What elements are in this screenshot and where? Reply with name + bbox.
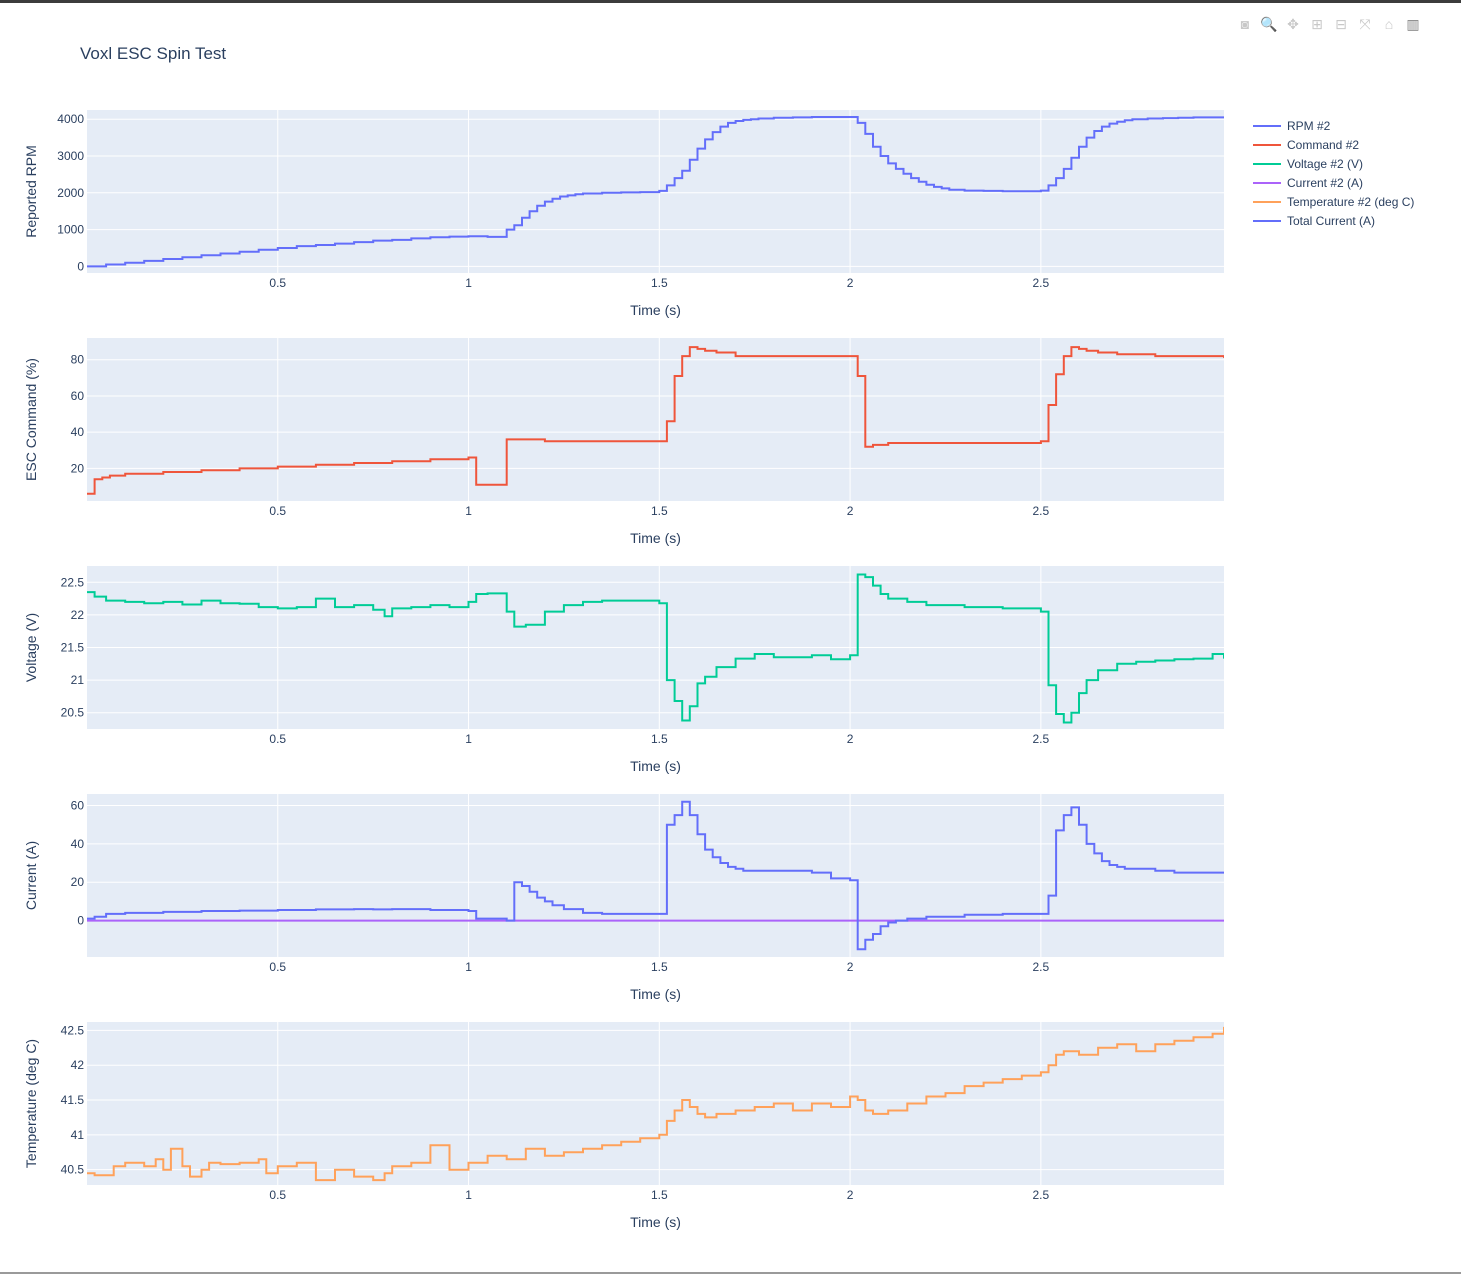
y-axis-title: Temperature (deg C): [23, 1039, 39, 1168]
y-tick-label: 1000: [57, 223, 84, 237]
autoscale-icon[interactable]: ⤧: [1359, 15, 1371, 32]
x-axis-title: Time (s): [630, 530, 681, 546]
x-tick-label: 0.5: [269, 732, 286, 746]
x-tick-label: 0.5: [269, 276, 286, 290]
plot-area: [87, 338, 1224, 501]
x-tick-label: 2.5: [1033, 504, 1050, 518]
y-tick-label: 21: [71, 673, 85, 687]
x-tick-label: 2.5: [1033, 1188, 1050, 1202]
legend: RPM #2 Command #2 Voltage #2 (V) Current #2…: [1253, 119, 1414, 228]
figure-title: Voxl ESC Spin Test: [80, 44, 227, 63]
series-line-command-2: [87, 346, 1224, 495]
y-tick-label: 4000: [57, 112, 84, 126]
window-bottom-border: [0, 1272, 1461, 1274]
y-tick-label: 0: [77, 259, 84, 273]
y-tick-label: 20: [71, 875, 85, 889]
y-tick-label: 0: [77, 914, 84, 928]
subplot-1: 0.5 1 1.5 2 2.5 0 1000 2000 3000 4000 Time (s) Repo…: [23, 110, 1224, 318]
x-tick-label: 0.5: [269, 504, 286, 518]
x-tick-label: 0.5: [269, 1188, 286, 1202]
legend-item-label: Voltage #2 (V): [1287, 157, 1363, 171]
x-tick-label: 2: [847, 1188, 854, 1202]
y-tick-label: 60: [71, 799, 85, 813]
x-tick-label: 2.5: [1033, 276, 1050, 290]
y-tick-label: 20: [71, 461, 85, 475]
legend-item-label: Total Current (A): [1287, 214, 1375, 228]
x-tick-label: 1.5: [651, 1188, 668, 1202]
x-tick-label: 1.5: [651, 504, 668, 518]
x-axis-title: Time (s): [630, 302, 681, 318]
x-tick-label: 2: [847, 276, 854, 290]
series-line-total-current-a: [87, 800, 1224, 951]
x-tick-label: 1.5: [651, 276, 668, 290]
x-tick-label: 2.5: [1033, 732, 1050, 746]
x-tick-label: 2.5: [1033, 960, 1050, 974]
zoom-out-icon[interactable]: ⊟: [1335, 15, 1347, 32]
y-axis-title: Voltage (V): [23, 613, 39, 682]
y-tick-label: 41.5: [61, 1093, 85, 1107]
y-axis-title: ESC Command (%): [23, 358, 39, 481]
plot-modebar: ◙ 🔍 ✥ ⊞ ⊟ ⤧ ⌂ ▥: [1236, 14, 1422, 34]
x-tick-label: 2: [847, 732, 854, 746]
x-tick-label: 2: [847, 504, 854, 518]
x-tick-label: 1.5: [651, 960, 668, 974]
series-line-rpm-2: [87, 116, 1224, 268]
y-tick-label: 22: [71, 608, 85, 622]
x-axis-title: Time (s): [630, 986, 681, 1002]
x-axis-title: Time (s): [630, 1214, 681, 1230]
subplot-2: 0.5 1 1.5 2 2.5 20 40 60 80 Time (s) ESC Command (…: [23, 338, 1224, 546]
series-line-voltage-2-v: [87, 573, 1224, 724]
zoom-icon[interactable]: 🔍: [1260, 15, 1278, 32]
x-tick-label: 1: [465, 1188, 472, 1202]
y-tick-label: 41: [71, 1128, 85, 1142]
subplot-5: 0.5 1 1.5 2 2.5 40.5 41 41.5 42 42.5 Time (s) Tempe…: [23, 1022, 1224, 1230]
window-top-border: [0, 0, 1461, 3]
home-icon[interactable]: ⌂: [1384, 16, 1394, 32]
y-tick-label: 2000: [57, 186, 84, 200]
x-tick-label: 1: [465, 276, 472, 290]
camera-icon[interactable]: ◙: [1240, 16, 1250, 32]
y-tick-label: 20.5: [61, 706, 85, 720]
x-tick-label: 1: [465, 504, 472, 518]
y-axis-title: Current (A): [23, 841, 39, 910]
series-line-temperature-2-deg-c: [87, 1026, 1224, 1182]
legend-item-label: RPM #2: [1287, 119, 1331, 133]
y-tick-label: 40: [71, 425, 85, 439]
y-axis-title: Reported RPM: [23, 145, 39, 238]
plot-area: [87, 794, 1224, 957]
plotly-logo-icon[interactable]: ▥: [1406, 15, 1420, 32]
y-tick-label: 40.5: [61, 1163, 85, 1177]
legend-item-label: Command #2: [1287, 138, 1359, 152]
x-axis-title: Time (s): [630, 758, 681, 774]
y-tick-label: 22.5: [61, 575, 85, 589]
x-tick-label: 1.5: [651, 732, 668, 746]
y-tick-label: 60: [71, 389, 85, 403]
plot-area: [87, 1022, 1224, 1185]
y-tick-label: 42: [71, 1058, 85, 1072]
y-tick-label: 80: [71, 353, 85, 367]
pan-icon[interactable]: ✥: [1287, 15, 1299, 32]
x-tick-label: 2: [847, 960, 854, 974]
y-tick-label: 40: [71, 837, 85, 851]
legend-item-label: Current #2 (A): [1287, 176, 1363, 190]
x-tick-label: 1: [465, 732, 472, 746]
legend-item-label: Temperature #2 (deg C): [1287, 195, 1414, 209]
zoom-in-icon[interactable]: ⊞: [1311, 15, 1323, 32]
y-tick-label: 3000: [57, 149, 84, 163]
x-tick-label: 0.5: [269, 960, 286, 974]
x-tick-label: 1: [465, 960, 472, 974]
y-tick-label: 21.5: [61, 641, 85, 655]
y-tick-label: 42.5: [61, 1023, 85, 1037]
subplot-4: 0.5 1 1.5 2 2.5 0 20 40 60 Time (s) Current (A): [23, 794, 1224, 1002]
